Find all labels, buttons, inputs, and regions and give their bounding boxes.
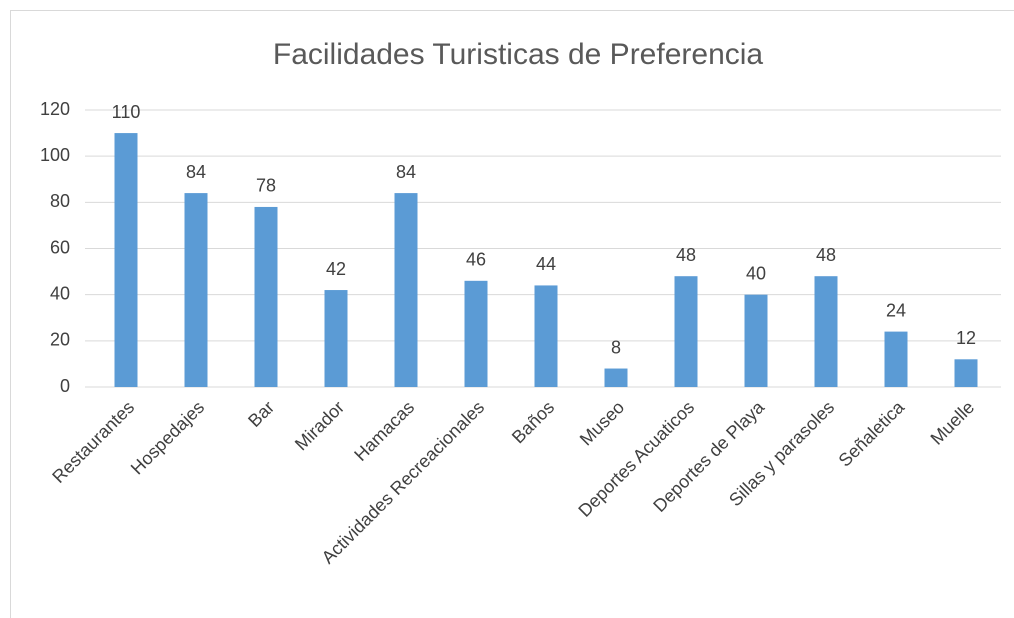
data-label: 12 — [956, 328, 976, 348]
x-tick-label: Hamacas — [350, 397, 418, 465]
chart-title: Facilidades Turisticas de Preferencia — [273, 38, 764, 71]
y-tick-label: 40 — [50, 283, 70, 303]
x-tick-label: Señaletica — [835, 396, 909, 470]
x-tick-label: Deportes Acuaticos — [574, 397, 698, 521]
x-tick-label: Hospedajes — [127, 397, 208, 478]
data-label: 42 — [326, 259, 346, 279]
bar — [464, 280, 488, 387]
data-label: 78 — [256, 176, 276, 196]
y-tick-label: 60 — [50, 237, 70, 257]
bar — [954, 359, 978, 387]
bar — [814, 276, 838, 387]
x-tick-label: Muelle — [927, 397, 979, 449]
y-tick-label: 100 — [40, 145, 70, 165]
x-tick-label: Baños — [508, 397, 558, 447]
y-tick-label: 80 — [50, 191, 70, 211]
data-label: 84 — [396, 162, 416, 182]
bar — [114, 133, 138, 387]
data-label: 48 — [816, 245, 836, 265]
data-label: 24 — [886, 300, 906, 320]
data-label: 8 — [611, 337, 621, 357]
data-label: 44 — [536, 254, 556, 274]
y-tick-label: 20 — [50, 330, 70, 350]
bar — [674, 276, 698, 387]
data-label: 48 — [676, 245, 696, 265]
bar — [184, 193, 208, 387]
y-tick-label: 120 — [40, 99, 70, 119]
chart-border — [10, 10, 1014, 618]
bar — [324, 290, 348, 387]
bar — [394, 193, 418, 387]
data-label: 40 — [746, 263, 766, 283]
bar — [534, 285, 558, 387]
x-tick-label: Museo — [576, 397, 628, 449]
x-tick-label: Restaurantes — [48, 397, 138, 487]
x-tick-label: Mirador — [291, 397, 348, 454]
bar — [744, 294, 768, 387]
bar — [254, 206, 278, 387]
bar — [604, 368, 628, 387]
y-tick-label: 0 — [60, 376, 70, 396]
x-tick-label: Bar — [244, 397, 278, 431]
data-label: 84 — [186, 162, 206, 182]
data-label: 46 — [466, 250, 486, 270]
bar — [884, 331, 908, 387]
data-label: 110 — [112, 102, 141, 122]
